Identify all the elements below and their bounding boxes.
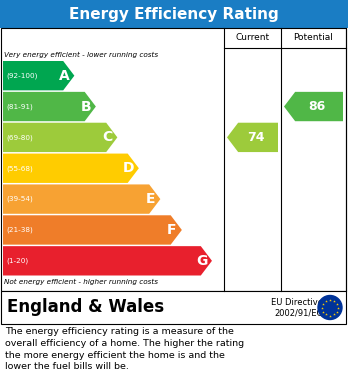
Text: E: E — [145, 192, 155, 206]
Text: Very energy efficient - lower running costs: Very energy efficient - lower running co… — [4, 52, 158, 58]
Text: A: A — [59, 69, 70, 83]
Text: G: G — [196, 254, 207, 268]
Bar — [1, 28, 346, 291]
Polygon shape — [3, 215, 182, 245]
Polygon shape — [3, 61, 74, 90]
Text: D: D — [123, 161, 134, 175]
Text: Potential: Potential — [294, 34, 333, 43]
Text: (55-68): (55-68) — [6, 165, 33, 172]
Text: Current: Current — [236, 34, 270, 43]
Text: EU Directive
2002/91/EC: EU Directive 2002/91/EC — [271, 298, 323, 317]
Polygon shape — [284, 92, 343, 121]
Polygon shape — [3, 92, 96, 121]
Text: England & Wales: England & Wales — [7, 298, 164, 316]
Text: (81-91): (81-91) — [6, 103, 33, 110]
Circle shape — [318, 296, 342, 319]
Bar — [0, 0, 348, 28]
Text: 86: 86 — [308, 100, 325, 113]
Text: (1-20): (1-20) — [6, 258, 28, 264]
Text: 74: 74 — [247, 131, 264, 144]
Text: (21-38): (21-38) — [6, 227, 33, 233]
Polygon shape — [3, 123, 117, 152]
Text: (39-54): (39-54) — [6, 196, 33, 203]
Bar — [1, 291, 346, 324]
Text: The energy efficiency rating is a measure of the
overall efficiency of a home. T: The energy efficiency rating is a measur… — [5, 327, 244, 371]
Text: (92-100): (92-100) — [6, 72, 37, 79]
Polygon shape — [3, 154, 139, 183]
Text: C: C — [102, 130, 112, 144]
Polygon shape — [3, 185, 160, 214]
Text: B: B — [80, 100, 91, 113]
Text: (69-80): (69-80) — [6, 134, 33, 141]
Text: F: F — [167, 223, 176, 237]
Polygon shape — [227, 123, 278, 152]
Polygon shape — [3, 246, 212, 276]
Text: Not energy efficient - higher running costs: Not energy efficient - higher running co… — [4, 279, 158, 285]
Text: Energy Efficiency Rating: Energy Efficiency Rating — [69, 7, 279, 22]
